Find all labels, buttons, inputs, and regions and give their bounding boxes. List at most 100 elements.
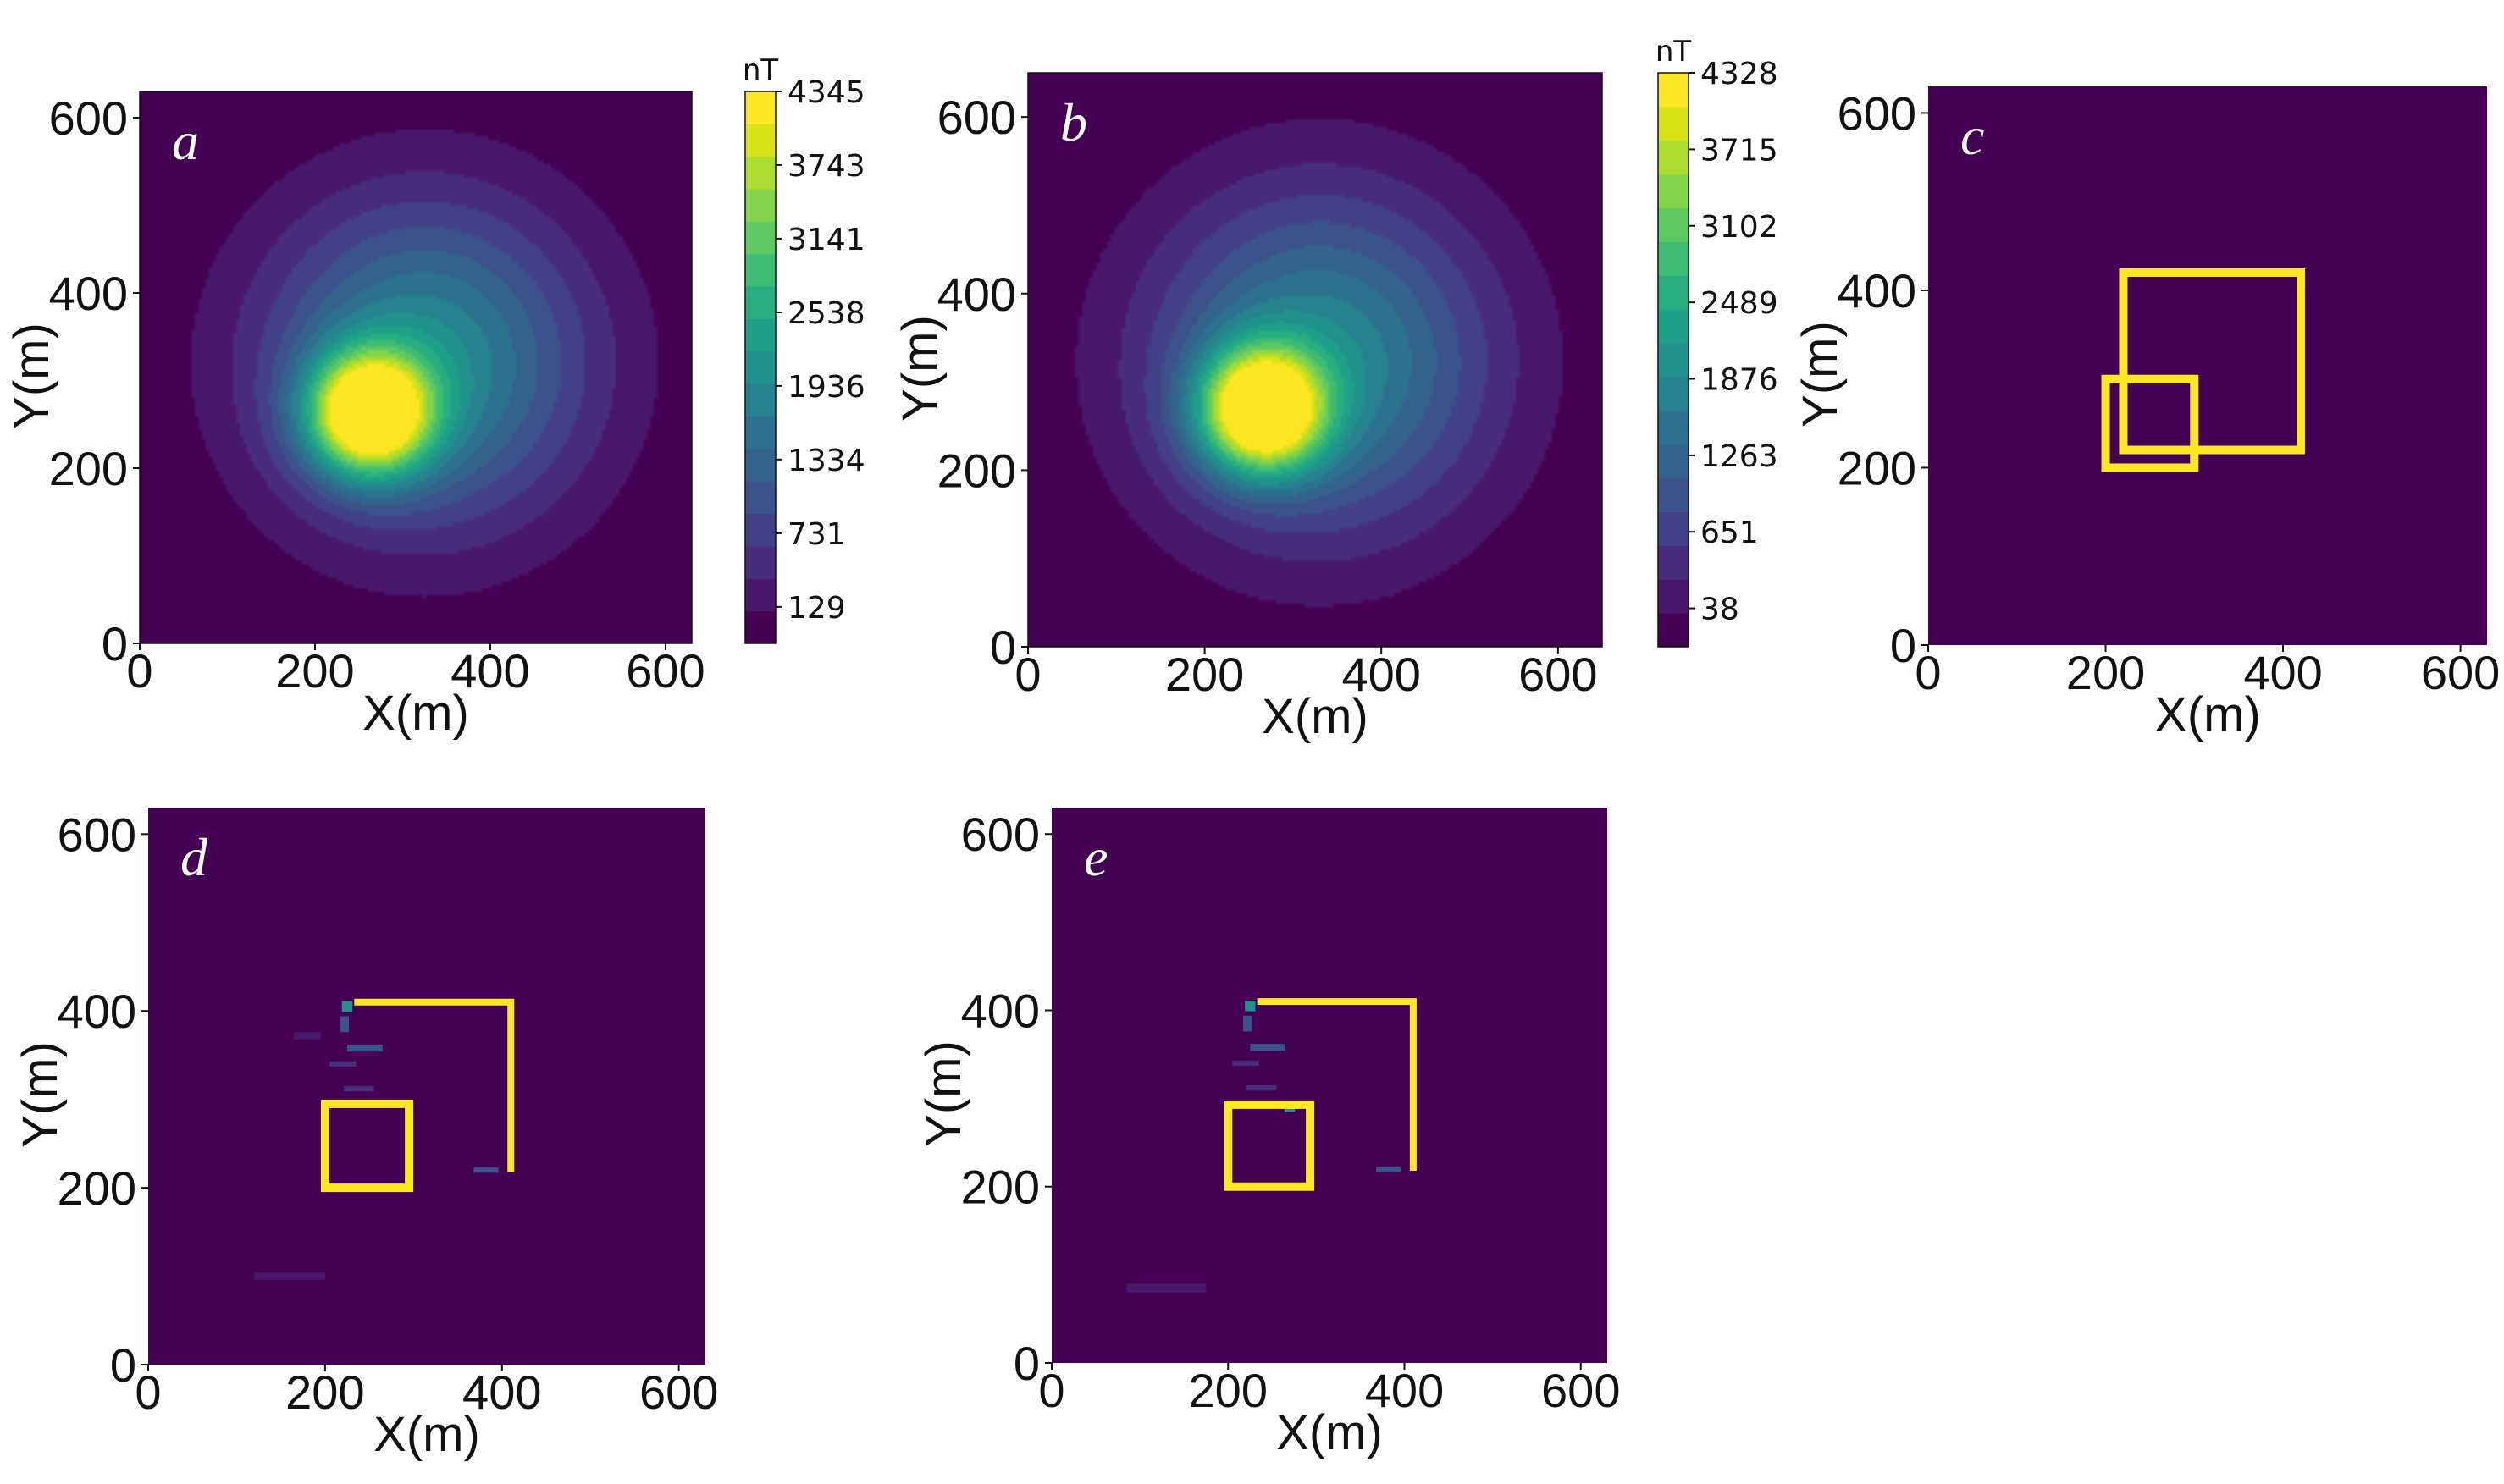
x-tick-label: 200 [1189,1364,1268,1417]
colorbar-segment [1658,477,1689,512]
y-tick-label: 0 [990,621,1016,674]
colorbar-segment [1658,309,1689,344]
panel-letter: c [1960,106,1984,166]
y-tick-label: 600 [49,91,128,145]
plot-background [1052,808,1607,1363]
colorbar-segment [745,416,776,450]
colorbar-tick-label: 1263 [1700,439,1778,474]
x-tick-label: 400 [1342,648,1421,701]
contour-field [140,91,692,643]
inversion-cell [341,1001,353,1012]
y-tick-label: 200 [961,1161,1040,1214]
colorbar-segment [1658,410,1689,445]
x-axis-label: X(m) [1276,1405,1383,1460]
colorbar-frame [1657,72,1689,648]
inversion-cell [1242,1015,1252,1032]
colorbar-tick-label: 129 [788,591,846,626]
x-tick-label: 600 [1518,648,1597,701]
colorbar-segment [1658,241,1689,276]
y-tick-label: 400 [58,985,136,1038]
x-tick-label: 0 [135,1365,161,1419]
x-tick-label: 600 [1541,1364,1620,1417]
x-tick-label: 200 [2066,646,2145,699]
x-axis-label: X(m) [2154,687,2261,742]
colorbar-segment [745,383,776,417]
inversion-cell [294,1032,321,1040]
inversion-cell [473,1167,499,1173]
colorbar-tick-label: 3715 [1700,133,1778,168]
colorbar-segment [745,221,776,255]
colorbar-segment [745,481,776,515]
inversion-cell [1245,1001,1256,1012]
colorbar-segment [745,189,776,222]
x-axis-label: X(m) [362,686,469,741]
panel-e: 0 200 400 600 0 200 400 600 X(m) Y(m) e [916,808,1620,1460]
y-axis-label: Y(m) [1793,321,1848,428]
colorbar-segment [745,124,776,157]
colorbar-segment [1658,275,1689,310]
colorbar-segment [1658,444,1689,479]
body-outline [320,1099,414,1193]
x-tick-label: 400 [462,1365,541,1419]
plot-background [148,808,705,1365]
colorbar-segment [745,350,776,384]
y-tick-label: 200 [1838,441,1916,494]
y-axis-label: Y(m) [893,315,948,422]
colorbar-tick-label: 731 [788,517,846,552]
body-outline [2119,268,2305,455]
panel-letter: e [1084,827,1108,887]
colorbar-tick-label: 1936 [788,370,865,405]
y-tick-label: 0 [110,1338,136,1392]
body-outline [1224,1100,1315,1191]
colorbar-a: 129 731 1334 1936 2538 3141 3743 4345 nT [743,53,865,644]
x-tick-label: 200 [1165,648,1244,701]
x-tick-label: 200 [285,1365,364,1419]
inversion-cell [1376,1166,1401,1172]
inversion-cell [343,1086,374,1092]
panel-letter: a [172,111,199,171]
colorbar-segment [745,318,776,352]
colorbar-segment [745,448,776,482]
x-tick-label: 600 [626,644,705,698]
y-tick-label: 600 [1838,86,1916,140]
body-edge [1257,998,1417,1171]
colorbar-segment [745,286,776,319]
plot-frame [139,91,693,644]
y-tick-label: 600 [937,91,1016,144]
body-edge [354,998,515,1172]
x-tick-label: 0 [1014,648,1041,701]
panel-letter: b [1060,92,1087,152]
y-tick-label: 600 [961,808,1040,861]
x-tick-label: 0 [1915,646,1941,699]
x-axis-label: X(m) [373,1407,480,1462]
colorbar-segment [745,156,776,190]
colorbar-tick-label: 4328 [1700,57,1778,91]
y-tick-label: 0 [102,617,128,670]
panel-c: 0 200 400 600 0 200 400 600 X(m) Y(m) c [1793,86,2500,742]
colorbar-frame [744,91,777,644]
panel-a: 0 200 400 6000200400600X(m)Y(m)a12973113341… [4,53,865,741]
colorbar-segment [745,91,776,124]
colorbar-tick-label: 651 [1700,516,1759,550]
inversion-cell [1250,1044,1285,1051]
y-axis-label: Y(m) [4,323,59,429]
y-axis-label: Y(m) [916,1040,971,1147]
x-tick-label: 600 [639,1365,718,1419]
colorbar-segment [1658,511,1689,546]
body-outline [2101,374,2199,472]
panel-b: 0 200 400 600 0 200 400 600 X(m) Y(m) b 38 651 1263 18… [893,35,1778,744]
x-tick-label: 400 [1365,1364,1444,1417]
colorbar-segment [1658,140,1689,175]
colorbar-tick-label: 2489 [1700,286,1778,321]
x-tick-label: 0 [1038,1364,1064,1417]
inversion-cell [254,1272,325,1280]
colorbar-tick-label: 2538 [788,296,865,331]
inversion-cell [347,1044,383,1052]
x-tick-label: 400 [2243,646,2322,699]
colorbar-segment [1658,343,1689,378]
colorbar-segment [1658,613,1689,648]
y-tick-label: 400 [49,267,128,320]
y-tick-label: 0 [1890,619,1916,672]
colorbar-segment [745,578,776,612]
